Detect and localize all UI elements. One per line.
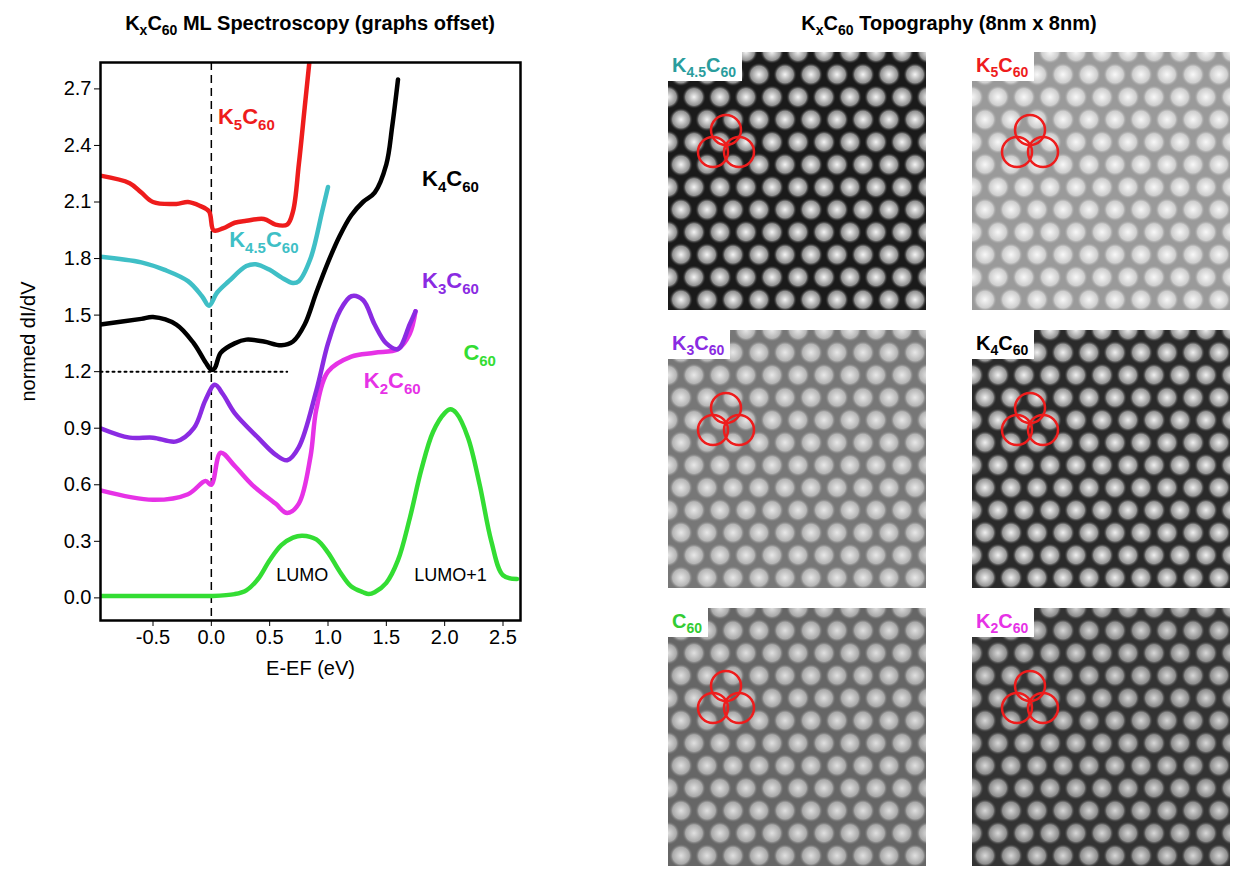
svg-text:1.2: 1.2 (64, 360, 92, 382)
svg-text:1.5: 1.5 (64, 304, 92, 326)
svg-text:E-EF (eV): E-EF (eV) (266, 657, 355, 679)
html-text:K2C60: K2C60 (976, 610, 1029, 636)
svg-text:0.5: 0.5 (256, 626, 284, 648)
svg-text:K4.5C60: K4.5C60 (229, 227, 298, 256)
html-text:KxC60ML Spectroscopy (graphs o: KxC60ML Spectroscopy (graphs offset) (125, 12, 495, 38)
svg-text:1.8: 1.8 (64, 247, 92, 269)
svg-text:2.4: 2.4 (64, 134, 92, 156)
svg-text:0.0: 0.0 (197, 626, 225, 648)
html-text:C60: C60 (672, 610, 702, 636)
html-text:K4.5C60: K4.5C60 (672, 54, 736, 80)
svg-text:2.1: 2.1 (64, 190, 92, 212)
svg-text:C60: C60 (463, 340, 496, 369)
svg-text:K4C60: K4C60 (422, 166, 479, 195)
svg-text:LUMO+1: LUMO+1 (414, 565, 487, 585)
html-text:K5C60: K5C60 (976, 54, 1029, 80)
html-text:KxC60Topography (8nm x 8nm): KxC60Topography (8nm x 8nm) (801, 12, 1097, 38)
svg-text:LUMO: LUMO (276, 565, 328, 585)
svg-text:K2C60: K2C60 (364, 368, 421, 397)
svg-text:K5C60: K5C60 (218, 104, 275, 133)
svg-text:2.7: 2.7 (64, 77, 92, 99)
svg-text:1.5: 1.5 (372, 626, 400, 648)
svg-text:2.5: 2.5 (489, 626, 517, 648)
html-text:K3C60: K3C60 (672, 332, 725, 358)
svg-text:K3C60: K3C60 (422, 268, 479, 297)
html-text:K4C60: K4C60 (976, 332, 1029, 358)
svg-text:0.3: 0.3 (64, 530, 92, 552)
svg-text:1.0: 1.0 (314, 626, 342, 648)
svg-text:0.9: 0.9 (64, 417, 92, 439)
svg-text:-0.5: -0.5 (136, 626, 170, 648)
svg-text:0.0: 0.0 (64, 586, 92, 608)
svg-text:2.0: 2.0 (431, 626, 459, 648)
svg-text:normed dI/dV: normed dI/dV (17, 281, 39, 402)
svg-text:0.6: 0.6 (64, 473, 92, 495)
